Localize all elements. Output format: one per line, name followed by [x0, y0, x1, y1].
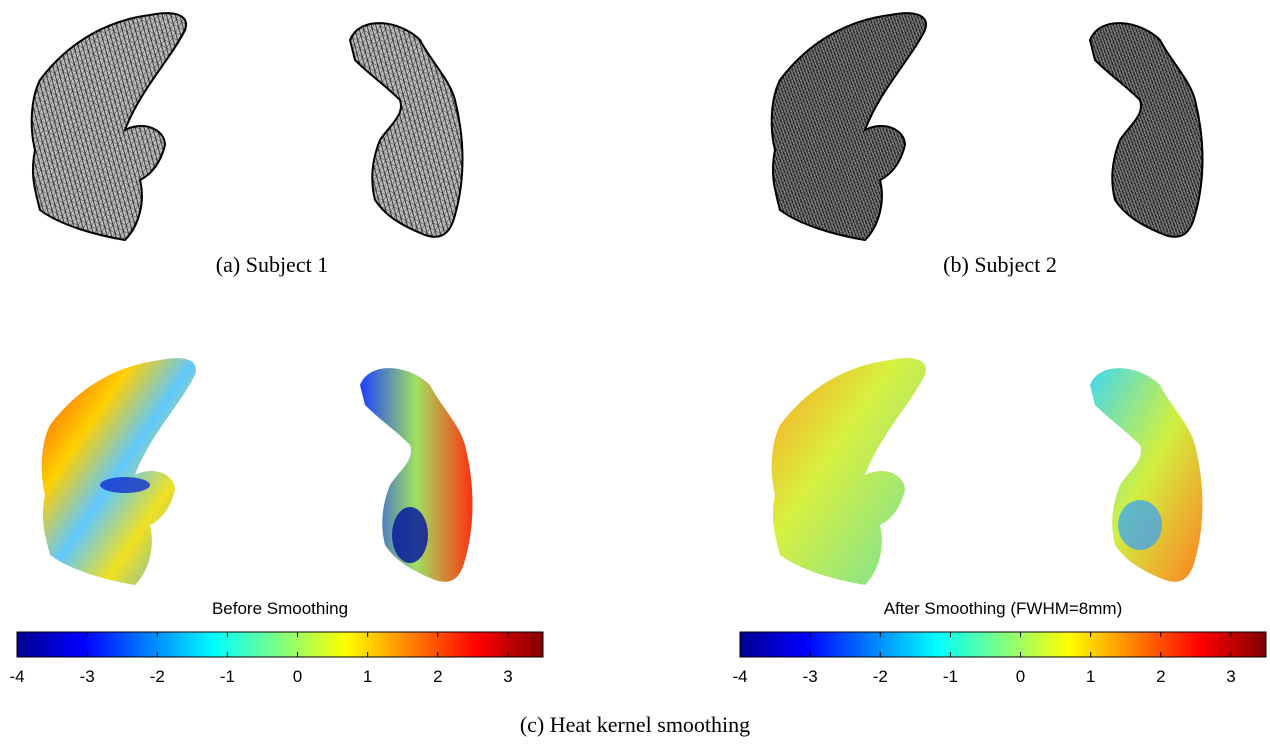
- tick-label: -2: [150, 667, 165, 686]
- caption: (b) Subject 2: [943, 252, 1057, 277]
- colorbar-title: After Smoothing (FWHM=8mm): [884, 599, 1123, 618]
- colorbar: [740, 632, 1266, 657]
- tick-label: 3: [503, 667, 512, 686]
- mesh-subject-2: [772, 13, 1203, 240]
- heatmap-after: [772, 358, 1203, 585]
- tick-label: -3: [80, 667, 95, 686]
- tick-label: -1: [220, 667, 235, 686]
- tick-label: -3: [803, 667, 818, 686]
- colorbar: [17, 632, 543, 657]
- heatmap-before: [42, 358, 473, 585]
- tick-label: 0: [1016, 667, 1025, 686]
- caption: (a) Subject 1: [216, 252, 328, 277]
- tick-label: 1: [1086, 667, 1095, 686]
- tick-label: -4: [732, 667, 747, 686]
- tick-label: -4: [9, 667, 24, 686]
- caption: (c) Heat kernel smoothing: [520, 712, 750, 737]
- tick-label: 3: [1226, 667, 1235, 686]
- tick-label: 2: [1156, 667, 1165, 686]
- tick-label: -2: [873, 667, 888, 686]
- mesh-subject-1: [32, 13, 463, 240]
- figure: (a) Subject 1 (b) Subject 2 (c) Heat ker…: [0, 0, 1270, 746]
- tick-label: 1: [363, 667, 372, 686]
- colorbar-title: Before Smoothing: [212, 599, 348, 618]
- tick-label: 0: [293, 667, 302, 686]
- tick-label: 2: [433, 667, 442, 686]
- tick-label: -1: [943, 667, 958, 686]
